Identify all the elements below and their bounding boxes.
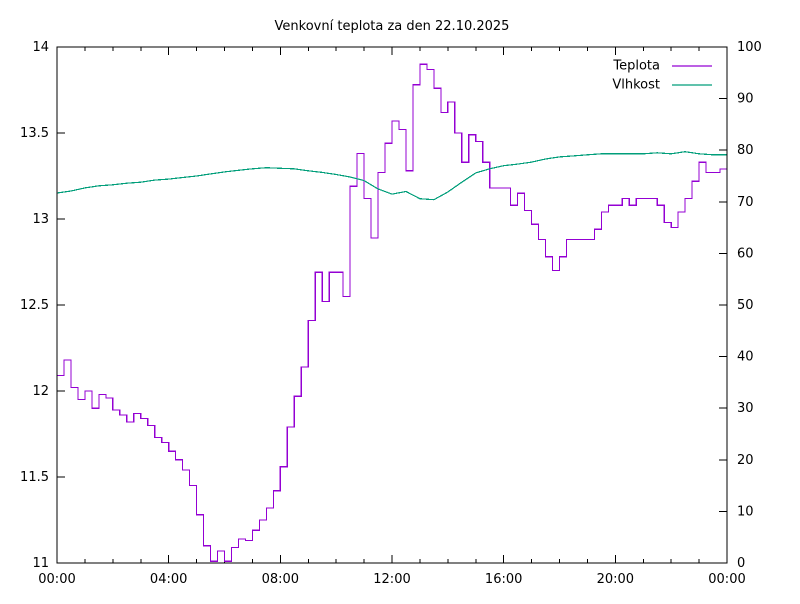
- plot-border: [56, 46, 728, 564]
- legend: Teplota Vlhkost: [612, 59, 712, 93]
- vlhkost-series-line: [56, 151, 727, 201]
- x-tick-label: 16:00: [485, 572, 522, 587]
- series-lines: [56, 63, 728, 562]
- y-left-tick-label: 11.5: [20, 470, 49, 485]
- x-tick-label: 00:00: [38, 572, 75, 587]
- y-left-tick-label: 11: [32, 556, 49, 571]
- y-right-tick-label: 20: [737, 453, 754, 468]
- y-right-tick-label: 0: [737, 556, 745, 571]
- y-right-tick-label: 30: [737, 401, 754, 416]
- chart-title: Venkovní teplota za den 22.10.2025: [275, 19, 510, 34]
- y-right-tick-label: 50: [737, 298, 754, 313]
- legend-label-teplota: Teplota: [612, 59, 660, 74]
- y-right-tick-label: 70: [737, 195, 754, 210]
- y-right-tick-label: 90: [737, 92, 754, 107]
- y-left-tick-label: 13: [32, 212, 49, 227]
- y-right-tick-label: 60: [737, 246, 754, 261]
- y-right-tick-label: 100: [737, 40, 762, 55]
- teplota-series-line: [57, 63, 728, 562]
- y-left-tick-label: 14: [32, 40, 49, 55]
- axis-tick-labels: 00:00 04:00 08:00 12:00 16:00 20:00 00:001111.…: [20, 40, 762, 587]
- y-right-tick-label: 40: [737, 350, 754, 365]
- x-tick-label: 00:00: [708, 572, 745, 587]
- x-tick-label: 20:00: [597, 572, 634, 587]
- x-tick-label: 04:00: [150, 572, 187, 587]
- x-tick-label: 12:00: [373, 572, 410, 587]
- y-left-tick-label: 13.5: [20, 126, 49, 141]
- y-right-tick-label: 80: [737, 143, 754, 158]
- y-left-tick-label: 12: [32, 384, 49, 399]
- y-right-tick-label: 10: [737, 504, 754, 519]
- legend-label-vlhkost: Vlhkost: [612, 78, 660, 93]
- x-tick-label: 08:00: [262, 572, 299, 587]
- y-left-tick-label: 12.5: [20, 298, 49, 313]
